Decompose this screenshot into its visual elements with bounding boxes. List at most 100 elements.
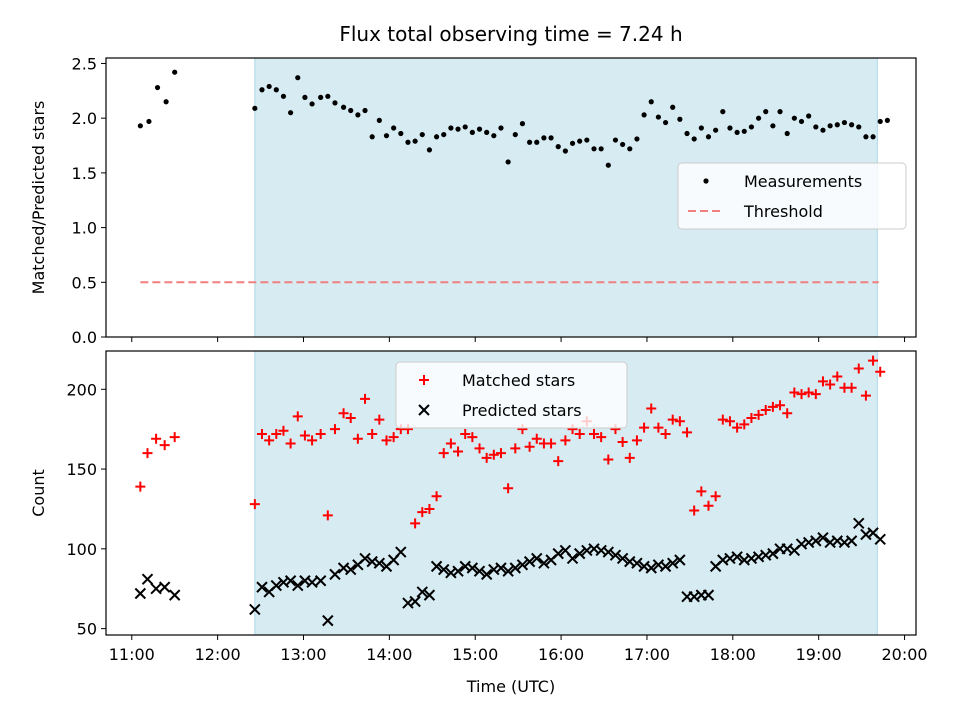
data-point — [278, 425, 289, 436]
data-point — [777, 109, 783, 115]
data-point — [598, 146, 604, 152]
data-point — [863, 134, 869, 140]
x-tick-label: 14:00 — [366, 645, 412, 664]
data-point — [710, 491, 721, 502]
data-point — [295, 75, 301, 81]
data-point — [705, 134, 712, 140]
data-point — [763, 109, 769, 115]
count-panel: 50 100 150 200 11:00 12:00 13:00 14:00 15:00 16:0… — [29, 350, 928, 664]
data-point — [302, 94, 308, 100]
data-point — [315, 428, 326, 439]
data-point — [591, 146, 597, 152]
data-point — [760, 405, 771, 416]
data-point — [631, 435, 642, 446]
data-point — [266, 83, 272, 90]
data-point — [391, 125, 397, 131]
data-point — [352, 433, 363, 444]
data-point — [510, 443, 521, 454]
series-predicted-stars — [134, 517, 886, 627]
data-point — [524, 441, 535, 452]
data-point — [846, 382, 857, 393]
data-point — [135, 481, 146, 492]
data-point — [505, 159, 511, 165]
legend-label: Matched stars — [462, 371, 575, 390]
data-point — [249, 499, 260, 510]
data-point — [870, 134, 876, 140]
data-point — [853, 363, 864, 374]
data-point — [345, 563, 357, 576]
data-point — [398, 130, 404, 137]
data-point — [753, 409, 764, 420]
y-tick-label: 50 — [77, 620, 97, 639]
data-point — [670, 104, 676, 110]
data-point — [731, 551, 743, 563]
data-point — [332, 100, 338, 106]
data-point — [784, 130, 790, 137]
data-point — [288, 110, 294, 116]
data-point — [849, 122, 855, 128]
data-point — [767, 547, 779, 560]
data-point — [560, 435, 571, 446]
x-tick-label: 18:00 — [710, 645, 756, 664]
data-point — [481, 452, 492, 463]
legend: Measurements Threshold — [677, 162, 907, 230]
data-point — [158, 581, 171, 593]
data-point — [426, 147, 433, 153]
data-point — [803, 387, 814, 398]
y-tick-label: 2.5 — [72, 54, 97, 73]
data-point — [827, 123, 833, 129]
data-point — [806, 113, 812, 119]
data-point — [667, 557, 679, 569]
data-point — [405, 139, 411, 145]
data-point — [853, 517, 865, 530]
data-point — [455, 126, 461, 132]
data-point — [163, 99, 169, 105]
data-point — [292, 411, 303, 422]
data-point — [527, 139, 533, 145]
data-point — [452, 565, 464, 577]
y-axis-title: Matched/Predicted stars — [29, 101, 48, 295]
data-point — [874, 533, 886, 545]
data-point — [667, 414, 678, 425]
data-point — [677, 116, 683, 122]
data-point — [548, 135, 554, 141]
data-point — [359, 552, 371, 565]
x-tick-label: 17:00 — [624, 645, 670, 664]
data-point — [577, 138, 583, 144]
series-measurements — [137, 69, 890, 168]
data-point — [134, 587, 147, 600]
data-point — [789, 387, 800, 398]
data-point — [617, 436, 628, 447]
data-point — [589, 428, 600, 439]
data-point — [273, 87, 279, 93]
data-point — [430, 560, 443, 573]
data-point — [691, 136, 697, 142]
data-point — [674, 416, 685, 427]
legend: Matched stars Predicted stars — [395, 361, 628, 429]
data-point — [516, 559, 529, 571]
data-point — [495, 562, 507, 574]
data-point — [256, 581, 268, 593]
data-point — [767, 401, 778, 412]
x-tick-label: 11:00 — [109, 645, 155, 664]
data-point — [662, 119, 669, 126]
legend-swatch — [419, 375, 429, 385]
data-point — [720, 109, 726, 115]
data-point — [474, 443, 485, 454]
data-point — [373, 557, 386, 569]
data-point — [741, 128, 747, 134]
data-point — [473, 565, 486, 577]
data-point — [441, 131, 447, 138]
data-point — [362, 107, 368, 114]
data-point — [641, 112, 647, 118]
data-point — [713, 127, 719, 133]
data-point — [168, 589, 181, 601]
data-point — [856, 124, 862, 130]
data-point — [360, 393, 371, 404]
data-point — [467, 432, 478, 443]
data-point — [775, 400, 786, 411]
data-point — [659, 560, 672, 573]
data-point — [466, 562, 479, 574]
data-point — [329, 568, 341, 581]
data-point — [605, 162, 611, 168]
